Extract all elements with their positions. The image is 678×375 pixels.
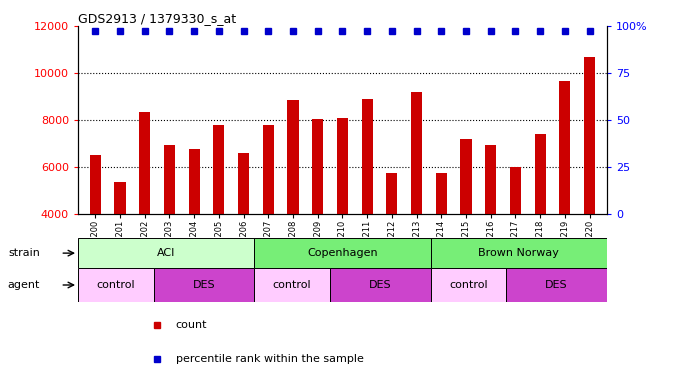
Bar — [254, 268, 330, 302]
Bar — [534, 134, 546, 308]
Bar — [115, 182, 125, 308]
Bar — [584, 57, 595, 308]
Bar — [337, 118, 348, 308]
Text: percentile rank within the sample: percentile rank within the sample — [176, 354, 363, 364]
Text: ACI: ACI — [157, 248, 176, 258]
Bar — [485, 145, 496, 308]
Bar — [262, 124, 274, 308]
Text: control: control — [273, 280, 311, 290]
Bar — [254, 238, 431, 268]
Text: Brown Norway: Brown Norway — [478, 248, 559, 258]
Bar — [436, 173, 447, 308]
Bar — [386, 173, 397, 308]
Bar — [188, 149, 200, 308]
Text: DES: DES — [369, 280, 391, 290]
Bar — [506, 268, 607, 302]
Bar — [78, 238, 254, 268]
Text: Copenhagen: Copenhagen — [307, 248, 378, 258]
Bar — [559, 81, 570, 308]
Text: count: count — [176, 320, 207, 330]
Bar — [164, 145, 175, 308]
Bar — [139, 112, 151, 308]
Bar — [214, 124, 224, 308]
Text: DES: DES — [545, 280, 567, 290]
Bar — [431, 268, 506, 302]
Bar — [312, 119, 323, 308]
Text: control: control — [96, 280, 135, 290]
Text: DES: DES — [193, 280, 215, 290]
Text: GDS2913 / 1379330_s_at: GDS2913 / 1379330_s_at — [78, 12, 236, 25]
Bar — [330, 268, 431, 302]
Text: strain: strain — [8, 248, 40, 258]
Bar — [89, 155, 101, 308]
Bar — [78, 268, 153, 302]
Bar — [510, 167, 521, 308]
Text: agent: agent — [8, 280, 40, 290]
Bar — [287, 100, 298, 308]
Bar — [411, 92, 422, 308]
Bar — [431, 238, 607, 268]
Bar — [238, 153, 249, 308]
Bar — [460, 139, 471, 308]
Text: control: control — [449, 280, 487, 290]
Bar — [153, 268, 254, 302]
Bar — [361, 99, 373, 308]
